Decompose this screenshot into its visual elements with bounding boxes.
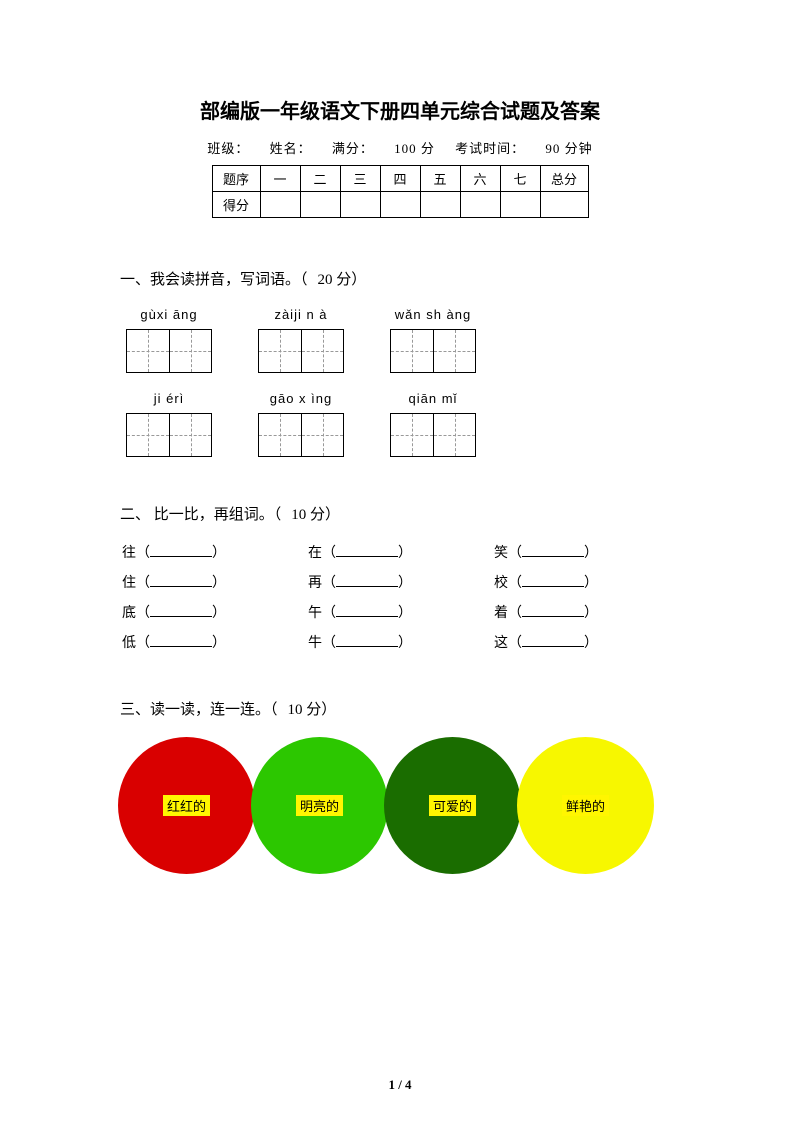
time-value: 90 分钟: [545, 141, 592, 156]
meta-row: 班级： 姓名： 满分： 100 分 考试时间： 90 分钟: [120, 138, 680, 157]
pinyin-label: ji érì: [126, 391, 212, 407]
score-cell: [300, 192, 340, 218]
page-number: 1 / 4: [0, 1077, 800, 1093]
compare-item: 在（）: [308, 542, 494, 562]
char-box: [258, 413, 344, 457]
col-header: 一: [260, 166, 300, 192]
score-table: 题序 一 二 三 四 五 六 七 总分 得分: [212, 165, 589, 218]
compare-item: 住（）: [122, 572, 308, 592]
row-header: 题序: [212, 166, 260, 192]
question-1: 一、我会读拼音，写词语。（ 20 分） gùxi āng zàiji n à wǎ…: [120, 268, 680, 457]
section-heading: 一、我会读拼音，写词语。（ 20 分）: [120, 268, 680, 289]
circle-label: 可爱的: [429, 795, 476, 816]
compare-item: 着（）: [494, 602, 680, 622]
full-label: 满分：: [332, 141, 374, 156]
score-cell: [420, 192, 460, 218]
document-title: 部编版一年级语文下册四单元综合试题及答案: [120, 95, 680, 124]
name-label: 姓名：: [270, 141, 312, 156]
compare-item: 校（）: [494, 572, 680, 592]
pinyin-label: zàiji n à: [258, 307, 344, 323]
compare-item: 往（）: [122, 542, 308, 562]
score-cell: [540, 192, 588, 218]
compare-item: 牛（）: [308, 632, 494, 652]
compare-item: 这（）: [494, 632, 680, 652]
circle-label: 明亮的: [296, 795, 343, 816]
char-box: [126, 329, 212, 373]
points: 20 分）: [318, 272, 367, 288]
points: 10 分）: [291, 507, 340, 523]
heading-text: 三、读一读，连一连。（: [120, 702, 278, 718]
pinyin-item: zàiji n à: [258, 307, 344, 373]
table-row: 题序 一 二 三 四 五 六 七 总分: [212, 166, 588, 192]
circle-yellow: 鲜艳的: [517, 737, 654, 874]
score-cell: [500, 192, 540, 218]
char-box: [126, 413, 212, 457]
row-header: 得分: [212, 192, 260, 218]
score-cell: [460, 192, 500, 218]
circle-green: 明亮的: [251, 737, 388, 874]
pinyin-item: gāo x ìng: [258, 391, 344, 457]
section-heading: 三、读一读，连一连。（ 10 分）: [120, 698, 680, 719]
col-header: 四: [380, 166, 420, 192]
compare-item: 笑（）: [494, 542, 680, 562]
circle-red: 红红的: [118, 737, 255, 874]
circle-darkgreen: 可爱的: [384, 737, 521, 874]
circle-label: 红红的: [163, 795, 210, 816]
col-header: 七: [500, 166, 540, 192]
time-label: 考试时间：: [455, 141, 525, 156]
heading-text: 一、我会读拼音，写词语。（: [120, 272, 308, 288]
char-box: [390, 413, 476, 457]
col-header: 五: [420, 166, 460, 192]
circles-row: 红红的 明亮的 可爱的 鲜艳的: [118, 737, 680, 874]
char-box: [258, 329, 344, 373]
total-header: 总分: [540, 166, 588, 192]
score-cell: [260, 192, 300, 218]
pinyin-label: qiān mǐ: [390, 391, 476, 407]
score-cell: [340, 192, 380, 218]
compare-item: 底（）: [122, 602, 308, 622]
pinyin-item: gùxi āng: [126, 307, 212, 373]
pinyin-label: gāo x ìng: [258, 391, 344, 407]
circle-label: 鲜艳的: [562, 795, 609, 816]
char-box: [390, 329, 476, 373]
full-value: 100 分: [394, 141, 435, 156]
question-3: 三、读一读，连一连。（ 10 分） 红红的 明亮的 可爱的 鲜艳的: [120, 698, 680, 874]
compare-item: 午（）: [308, 602, 494, 622]
col-header: 六: [460, 166, 500, 192]
heading-text: 二、 比一比，再组词。（: [120, 507, 281, 523]
pinyin-row: ji érì gāo x ìng qiān mǐ: [126, 391, 680, 457]
score-cell: [380, 192, 420, 218]
pinyin-item: wǎn sh àng: [390, 307, 476, 373]
class-label: 班级：: [207, 141, 249, 156]
col-header: 二: [300, 166, 340, 192]
section-heading: 二、 比一比，再组词。（ 10 分）: [120, 503, 680, 524]
compare-item: 低（）: [122, 632, 308, 652]
pinyin-label: wǎn sh àng: [390, 307, 476, 323]
compare-item: 再（）: [308, 572, 494, 592]
pinyin-item: ji érì: [126, 391, 212, 457]
col-header: 三: [340, 166, 380, 192]
question-2: 二、 比一比，再组词。（ 10 分） 往（） 在（） 笑（） 住（） 再（） 校（…: [120, 503, 680, 652]
pinyin-row: gùxi āng zàiji n à wǎn sh àng: [126, 307, 680, 373]
table-row: 得分: [212, 192, 588, 218]
points: 10 分）: [288, 702, 337, 718]
pinyin-label: gùxi āng: [126, 307, 212, 323]
compare-grid: 往（） 在（） 笑（） 住（） 再（） 校（） 底（） 午（） 着（） 低（） …: [122, 542, 680, 652]
pinyin-item: qiān mǐ: [390, 391, 476, 457]
